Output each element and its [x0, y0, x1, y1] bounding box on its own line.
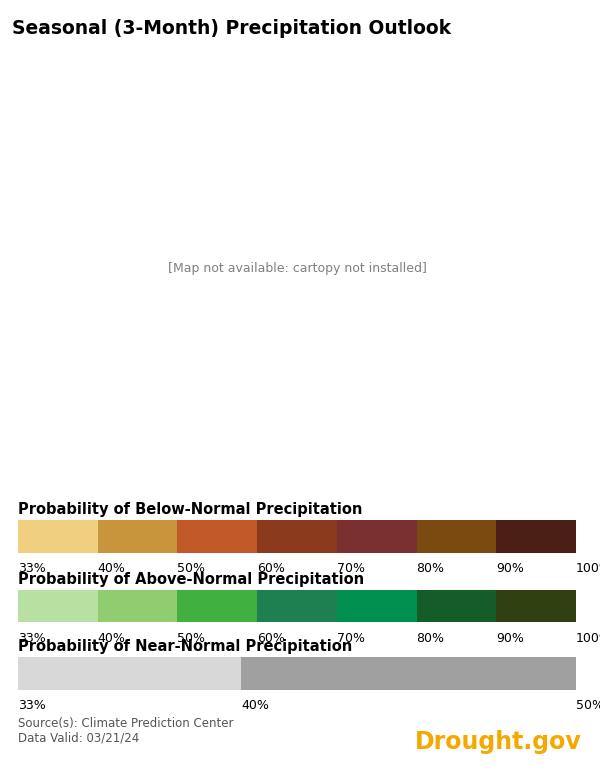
Text: 40%: 40% [98, 562, 125, 575]
Text: Seasonal (3-Month) Precipitation Outlook: Seasonal (3-Month) Precipitation Outlook [12, 19, 451, 39]
Text: Probability of Near-Normal Precipitation: Probability of Near-Normal Precipitation [18, 639, 352, 654]
Text: 70%: 70% [337, 562, 365, 575]
Text: 100%: 100% [576, 562, 600, 575]
Text: Probability of Below-Normal Precipitation: Probability of Below-Normal Precipitatio… [18, 502, 362, 517]
Text: 40%: 40% [241, 699, 269, 712]
Text: 50%: 50% [178, 562, 205, 575]
Bar [18, 657, 241, 690]
Text: 33%: 33% [18, 562, 46, 575]
Bar [416, 590, 496, 622]
Text: 33%: 33% [18, 699, 46, 712]
Text: Drought.gov: Drought.gov [415, 730, 582, 754]
Text: 80%: 80% [416, 562, 445, 575]
Text: 60%: 60% [257, 632, 285, 645]
Text: 70%: 70% [337, 632, 365, 645]
Text: 100%: 100% [576, 632, 600, 645]
Bar [337, 520, 416, 553]
Text: Probability of Above-Normal Precipitation: Probability of Above-Normal Precipitatio… [18, 572, 364, 587]
Bar [178, 520, 257, 553]
Text: 90%: 90% [496, 632, 524, 645]
Bar [241, 657, 576, 690]
Bar [98, 520, 178, 553]
Bar [178, 590, 257, 622]
Bar [18, 520, 98, 553]
Text: Source(s): Climate Prediction Center: Source(s): Climate Prediction Center [18, 717, 233, 730]
Bar [496, 520, 576, 553]
Text: [Map not available: cartopy not installed]: [Map not available: cartopy not installe… [167, 262, 427, 275]
Bar [337, 590, 416, 622]
Bar [18, 590, 98, 622]
Text: 40%: 40% [98, 632, 125, 645]
Text: 90%: 90% [496, 562, 524, 575]
Text: 50%: 50% [178, 632, 205, 645]
Bar [98, 590, 178, 622]
Bar [257, 520, 337, 553]
Text: 60%: 60% [257, 562, 285, 575]
Text: 80%: 80% [416, 632, 445, 645]
Bar [496, 590, 576, 622]
Bar [257, 590, 337, 622]
Text: 33%: 33% [18, 632, 46, 645]
Bar [416, 520, 496, 553]
Text: Data Valid: 03/21/24: Data Valid: 03/21/24 [18, 731, 139, 744]
Text: 50%: 50% [576, 699, 600, 712]
